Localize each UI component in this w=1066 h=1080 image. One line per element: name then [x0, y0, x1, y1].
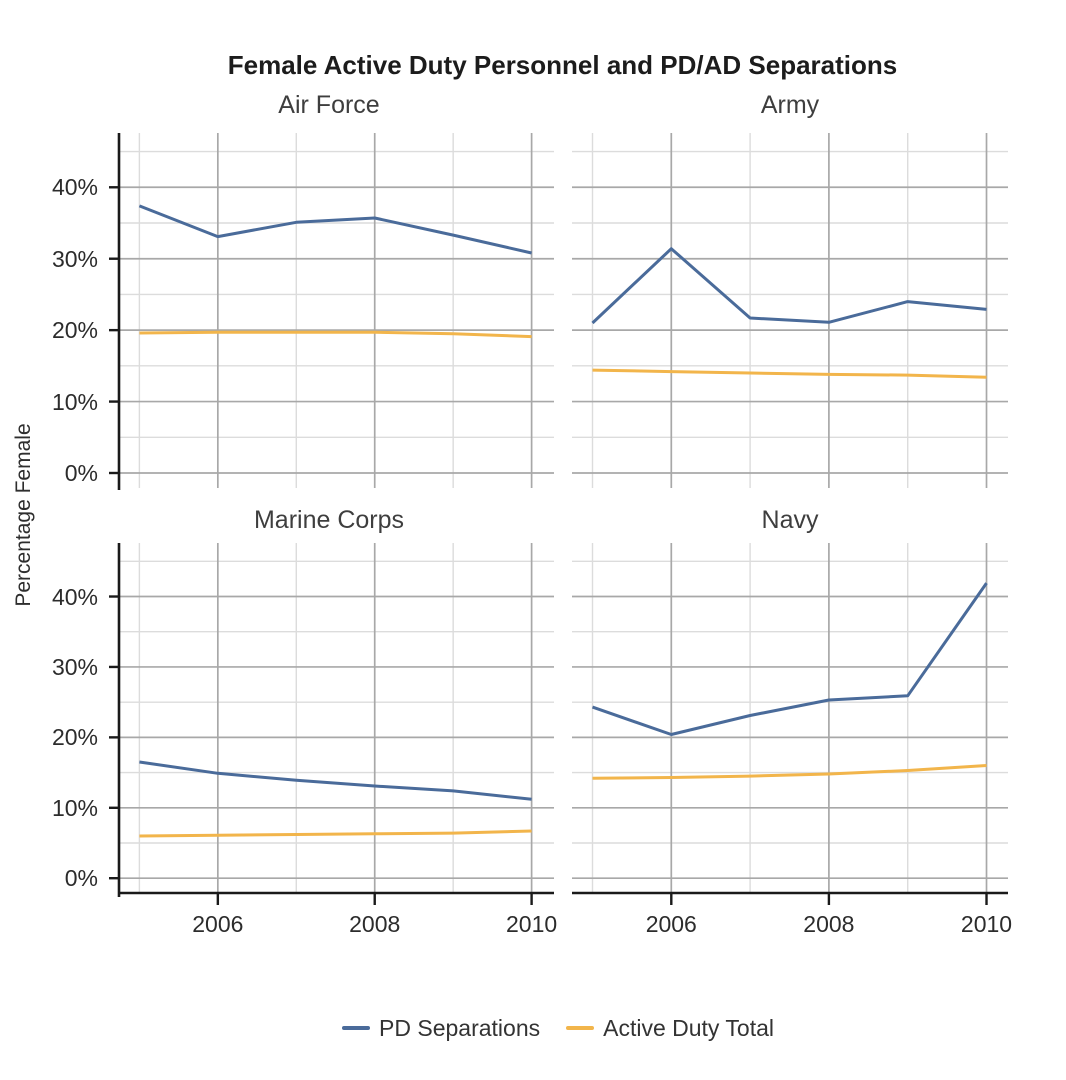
series-line-active-duty-total — [139, 330, 532, 339]
legend-item-pd-separations: PD Separations — [342, 1015, 540, 1042]
facet-plot-air-force — [109, 133, 554, 490]
facet-title-navy: Navy — [761, 506, 819, 534]
y-tick-label: 40% — [51, 583, 98, 610]
y-tick-label: 0% — [64, 460, 98, 486]
legend-line-swatch-pd-separations — [342, 1026, 371, 1030]
x-tick-label: 2006 — [645, 911, 697, 937]
y-tick-label: 30% — [51, 245, 98, 272]
series-line-pd-separations — [592, 582, 988, 736]
facet-plot-marine-corps — [109, 543, 554, 905]
facet-title-marine-corps: Marine Corps — [253, 506, 405, 534]
legend-line-swatch-active-duty-total — [566, 1026, 595, 1030]
y-tick-label: 0% — [64, 865, 98, 892]
series-line-pd-separations — [591, 247, 987, 325]
y-axis-title: Percentage Female — [12, 423, 35, 607]
facet-title-air-force: Air Force — [278, 91, 380, 119]
facet-title-army: Army — [760, 91, 820, 119]
chart-title: Female Active Duty Personnel and PD/AD S… — [227, 50, 898, 80]
legend-label-active-duty-total: Active Duty Total — [603, 1014, 774, 1041]
y-tick-label: 20% — [51, 724, 98, 751]
x-tick-label: 2008 — [803, 911, 855, 937]
series-line-active-duty-total — [592, 368, 987, 379]
legend-item-active-duty-total: Active Duty Total — [566, 1015, 774, 1042]
series-line-pd-separations — [138, 204, 532, 255]
facet-plot-army — [572, 133, 1008, 488]
y-tick-label: 10% — [51, 388, 98, 415]
series-line-active-duty-total — [592, 764, 987, 780]
legend-label-pd-separations: PD Separations — [379, 1014, 541, 1041]
x-tick-label: 2008 — [349, 911, 401, 937]
y-tick-label: 30% — [51, 653, 98, 680]
x-tick-label: 2006 — [192, 911, 244, 937]
y-tick-label: 40% — [51, 174, 98, 201]
facet-plot-navy — [572, 543, 1008, 905]
series-line-pd-separations — [139, 760, 532, 801]
y-tick-label: 10% — [51, 794, 98, 821]
x-tick-label: 2010 — [960, 911, 1013, 937]
series-line-active-duty-total — [139, 829, 532, 838]
x-tick-label: 2010 — [506, 911, 558, 937]
legend: PD Separations Active Duty Total — [50, 1013, 1066, 1043]
y-tick-label: 20% — [51, 317, 98, 344]
